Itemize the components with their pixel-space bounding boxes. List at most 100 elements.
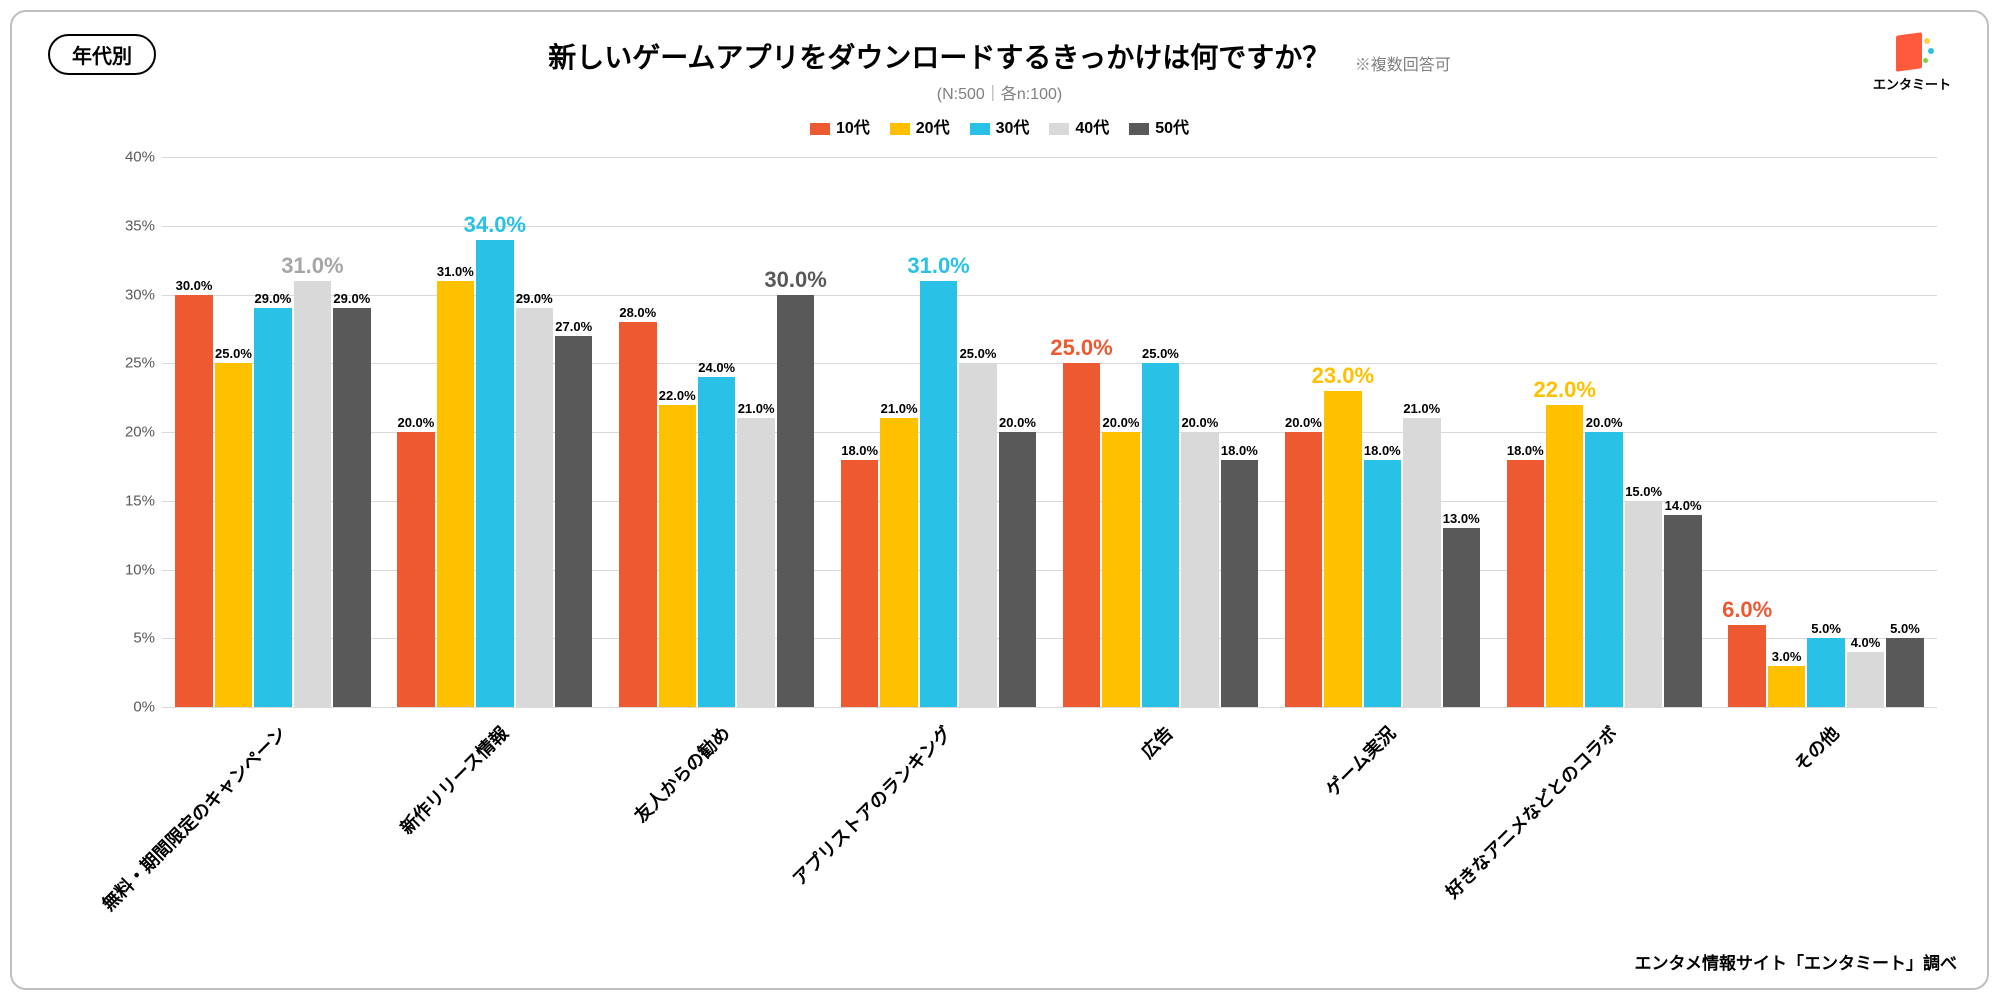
- bar-value-label: 21.0%: [738, 401, 775, 416]
- bar: [880, 418, 917, 707]
- bar: [1285, 432, 1322, 707]
- y-tick-label: 15%: [107, 492, 155, 509]
- y-tick-label: 20%: [107, 424, 155, 441]
- bar-column: 18.0%: [1507, 157, 1544, 707]
- bar-column: 25.0%: [959, 157, 996, 707]
- bar: [1664, 515, 1701, 708]
- bar-column: 24.0%: [698, 157, 735, 707]
- bar: [175, 295, 212, 708]
- bar-column: 30.0%: [175, 157, 212, 707]
- bar-column: 22.0%: [1546, 157, 1583, 707]
- bar-group: 28.0%22.0%24.0%21.0%30.0%: [606, 157, 828, 707]
- legend: 10代20代30代40代50代: [42, 114, 1957, 138]
- bar-value-label: 25.0%: [960, 346, 997, 361]
- legend-label: 30代: [996, 120, 1030, 137]
- bar: [437, 281, 474, 707]
- bar: [333, 308, 370, 707]
- bar-column: 25.0%: [215, 157, 252, 707]
- x-label-cell: 無料・期間限定のキャンペーン: [162, 712, 384, 962]
- bar-value-label: 29.0%: [516, 291, 553, 306]
- bars: 18.0%22.0%20.0%15.0%14.0%: [1507, 157, 1702, 707]
- bar: [1102, 432, 1139, 707]
- bar-column: 28.0%: [619, 157, 656, 707]
- chart-note: ※複数回答可: [1355, 51, 1451, 75]
- bar-column: 14.0%: [1664, 157, 1701, 707]
- bar: [1063, 363, 1100, 707]
- bar: [1403, 418, 1440, 707]
- x-axis-label: 広告: [1135, 720, 1179, 764]
- bar-column: 31.0%: [294, 157, 331, 707]
- bar-group: 30.0%25.0%29.0%31.0%29.0%: [162, 157, 384, 707]
- bar-group: 18.0%22.0%20.0%15.0%14.0%: [1493, 157, 1715, 707]
- bar: [254, 308, 291, 707]
- logo-text: エンタミート: [1873, 74, 1951, 93]
- legend-item: 10代: [810, 114, 870, 138]
- gridline: [162, 707, 1937, 708]
- bar-column: 22.0%: [659, 157, 696, 707]
- x-label-cell: 友人からの勧め: [606, 712, 828, 962]
- bar: [1221, 460, 1258, 708]
- bar-value-label: 21.0%: [881, 401, 918, 416]
- legend-swatch: [1129, 123, 1149, 135]
- x-axis-label: 無料・期間限定のキャンペーン: [95, 720, 291, 916]
- bar-column: 29.0%: [516, 157, 553, 707]
- source-credit: エンタメ情報サイト「エンタミート」調べ: [1635, 949, 1958, 974]
- bar: [1625, 501, 1662, 707]
- bar-value-label: 20.0%: [397, 415, 434, 430]
- bars: 30.0%25.0%29.0%31.0%29.0%: [175, 157, 370, 707]
- bar-value-label: 3.0%: [1772, 649, 1802, 664]
- bar-value-label: 13.0%: [1443, 511, 1480, 526]
- bar-value-label: 20.0%: [1103, 415, 1140, 430]
- legend-swatch: [810, 123, 830, 135]
- logo-icon: [1892, 32, 1932, 72]
- bar: [1181, 432, 1218, 707]
- bar-group: 18.0%21.0%31.0%25.0%20.0%: [828, 157, 1050, 707]
- bar-value-label: 14.0%: [1665, 498, 1702, 513]
- bar-column: 21.0%: [1403, 157, 1440, 707]
- bars: 20.0%23.0%18.0%21.0%13.0%: [1285, 157, 1480, 707]
- x-axis-label: 新作リリース情報: [394, 720, 514, 840]
- bars: 20.0%31.0%34.0%29.0%27.0%: [397, 157, 592, 707]
- bar: [959, 363, 996, 707]
- bars: 25.0%20.0%25.0%20.0%18.0%: [1063, 157, 1258, 707]
- bar-column: 20.0%: [1181, 157, 1218, 707]
- bar-value-label: 22.0%: [659, 388, 696, 403]
- bar-value-label: 15.0%: [1625, 484, 1662, 499]
- bar: [1886, 638, 1923, 707]
- bar-value-label: 4.0%: [1851, 635, 1881, 650]
- bar-column: 18.0%: [1221, 157, 1258, 707]
- y-tick-label: 25%: [107, 355, 155, 372]
- bar-column: 20.0%: [1285, 157, 1322, 707]
- legend-item: 40代: [1049, 114, 1109, 138]
- bar-column: 20.0%: [999, 157, 1036, 707]
- bar: [920, 281, 957, 707]
- bars: 28.0%22.0%24.0%21.0%30.0%: [619, 157, 814, 707]
- bar: [777, 295, 814, 708]
- bar: [619, 322, 656, 707]
- chart-title: 新しいゲームアプリをダウンロードするきっかけは何ですか？: [548, 36, 1330, 76]
- bar-column: 15.0%: [1625, 157, 1662, 707]
- bar-value-label: 5.0%: [1811, 621, 1841, 636]
- bar-column: 3.0%: [1768, 157, 1805, 707]
- bar: [698, 377, 735, 707]
- y-tick-label: 40%: [107, 149, 155, 166]
- legend-swatch: [1049, 123, 1069, 135]
- legend-swatch: [890, 123, 910, 135]
- bar: [841, 460, 878, 708]
- x-label-cell: 新作リリース情報: [384, 712, 606, 962]
- bar: [294, 281, 331, 707]
- bar-column: 29.0%: [333, 157, 370, 707]
- bar-value-label: 20.0%: [1285, 415, 1322, 430]
- y-tick-label: 30%: [107, 286, 155, 303]
- y-tick-label: 10%: [107, 561, 155, 578]
- bar-column: 21.0%: [737, 157, 774, 707]
- bar-column: 29.0%: [254, 157, 291, 707]
- bar: [1443, 528, 1480, 707]
- bar-value-label: 31.0%: [437, 264, 474, 279]
- chart-frame: 年代別 エンタミート 新しいゲームアプリをダウンロードするきっかけは何ですか？ …: [10, 10, 1989, 990]
- bar-column: 4.0%: [1847, 157, 1884, 707]
- legend-label: 20代: [916, 120, 950, 137]
- brand-logo: エンタミート: [1873, 32, 1951, 93]
- bar-column: 34.0%: [476, 157, 513, 707]
- bar-column: 25.0%: [1142, 157, 1179, 707]
